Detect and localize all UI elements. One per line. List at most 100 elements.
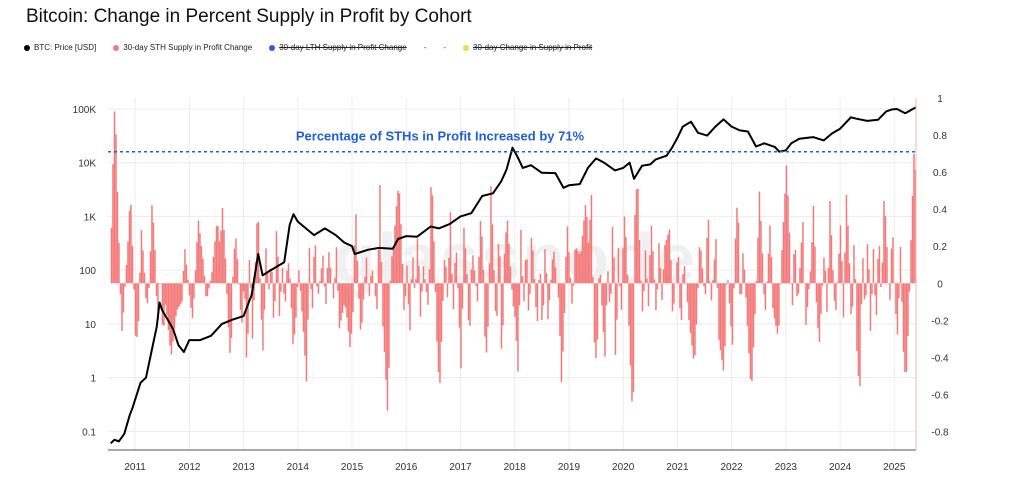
sth-bar-7 — [121, 283, 123, 331]
sth-bar-61 — [202, 258, 204, 284]
sth-bar-528 — [902, 283, 905, 352]
sth-bar-208 — [422, 266, 425, 284]
sth-bar-158 — [347, 283, 350, 332]
sth-bar-51 — [187, 279, 189, 284]
sth-bar-468 — [812, 205, 815, 284]
sth-bar-524 — [896, 283, 899, 335]
sth-bar-489 — [844, 252, 846, 284]
sth-bar-399 — [709, 281, 711, 284]
sth-bar-218 — [437, 283, 440, 373]
sth-bar-371 — [667, 234, 669, 284]
sth-bar-426 — [749, 283, 752, 380]
y-left-tick-label-100: 100 — [79, 266, 96, 277]
sth-bar-485 — [838, 253, 840, 284]
annotation-group: Percentage of STHs in Profit Increased b… — [108, 129, 916, 153]
sth-bar-432 — [758, 191, 761, 284]
sth-bar-383 — [685, 283, 687, 285]
sth-bar-480 — [830, 235, 833, 284]
legend-separator-1[interactable]: - — [423, 43, 427, 52]
sth-bar-76 — [224, 258, 227, 284]
sth-bar-150 — [335, 247, 338, 284]
sth-bar-529 — [904, 283, 906, 373]
sth-bar-34 — [161, 283, 164, 325]
sth-bar-56 — [194, 270, 197, 284]
x-tick-label-2020: 2020 — [612, 462, 635, 473]
x-tick-label-2023: 2023 — [775, 462, 798, 473]
sth-bar-481 — [832, 270, 834, 284]
y-right-tick-label-0.4: 0.4 — [933, 205, 947, 216]
sth-bar-443 — [775, 283, 777, 326]
sth-bar-312 — [578, 253, 581, 284]
sth-bar-331 — [607, 271, 609, 284]
x-tick-label-2011: 2011 — [124, 462, 146, 473]
sth-bar-509 — [874, 283, 876, 296]
sth-bar-507 — [871, 283, 873, 295]
sth-bar-41 — [172, 283, 174, 342]
sth-bar-310 — [575, 248, 578, 284]
sth-bar-322 — [593, 283, 596, 343]
sth-bar-105 — [268, 283, 270, 290]
sth-bar-530 — [905, 283, 908, 372]
sth-bar-152 — [338, 283, 341, 329]
sth-bar-318 — [587, 242, 590, 284]
sth-bar-53 — [190, 283, 192, 308]
y-left-tick-label-10K: 10K — [78, 159, 96, 170]
sth-bar-508 — [872, 249, 875, 284]
sth-bar-382 — [683, 266, 686, 284]
sth-bar-146 — [329, 267, 332, 284]
sth-bar-323 — [595, 283, 597, 358]
sth-bar-170 — [365, 257, 368, 284]
legend-item-supply-change[interactable]: 30-day Change in Supply in Profit — [463, 43, 592, 52]
sth-bar-361 — [652, 251, 654, 284]
y-left-tick-label-1K: 1K — [84, 212, 97, 223]
sth-bar-209 — [424, 279, 426, 284]
sth-bar-335 — [613, 257, 615, 284]
legend-item-sth-change[interactable]: 30-day STH Supply in Profit Change — [113, 43, 252, 52]
sth-bar-305 — [568, 252, 570, 284]
sth-bar-153 — [340, 283, 342, 321]
sth-bar-127 — [301, 283, 303, 312]
sth-bar-408 — [722, 283, 725, 371]
sth-bar-147 — [331, 282, 333, 284]
sth-bar-372 — [668, 229, 671, 284]
sth-bar-464 — [806, 283, 809, 308]
sth-bar-22 — [143, 272, 146, 284]
sth-bar-527 — [901, 283, 903, 302]
sth-bar-407 — [721, 283, 723, 361]
sth-bar-247 — [481, 236, 483, 284]
sth-bar-366 — [659, 267, 662, 284]
legend-dot-sth-change — [113, 44, 120, 51]
sth-bar-85 — [238, 283, 240, 285]
sth-bar-173 — [370, 275, 372, 284]
sth-bar-36 — [164, 283, 167, 305]
sth-bar-155 — [343, 283, 345, 306]
sth-bar-29 — [154, 249, 156, 284]
legend-separator-2[interactable]: - — [443, 43, 447, 52]
sth-bar-404 — [716, 283, 719, 288]
sth-bar-142 — [323, 283, 326, 287]
legend-item-lth-change[interactable]: 30-day LTH Supply in Profit Change — [269, 43, 407, 52]
sth-bar-439 — [769, 225, 771, 284]
sth-bar-270 — [515, 283, 518, 341]
sth-bar-14 — [131, 245, 134, 284]
sth-bar-88 — [242, 283, 245, 292]
sth-bar-337 — [616, 283, 618, 320]
sth-bar-57 — [196, 242, 198, 284]
sth-bar-275 — [523, 283, 525, 302]
sth-bar-373 — [670, 260, 672, 284]
sth-bar-263 — [505, 232, 507, 284]
sth-bar-347 — [631, 283, 633, 402]
sth-bar-296 — [554, 267, 557, 284]
sth-bar-405 — [718, 283, 720, 340]
sth-bar-107 — [271, 271, 273, 284]
sth-bar-424 — [746, 283, 749, 326]
sth-bar-483 — [835, 283, 837, 310]
sth-bar-364 — [656, 283, 659, 290]
legend-item-btc-price[interactable]: BTC: Price [USD] — [24, 43, 96, 52]
legend-dot-btc-price — [24, 44, 30, 51]
sth-bar-533 — [910, 240, 912, 284]
sth-bar-449 — [784, 193, 786, 284]
sth-bar-304 — [566, 226, 569, 284]
sth-bar-86 — [239, 283, 242, 310]
